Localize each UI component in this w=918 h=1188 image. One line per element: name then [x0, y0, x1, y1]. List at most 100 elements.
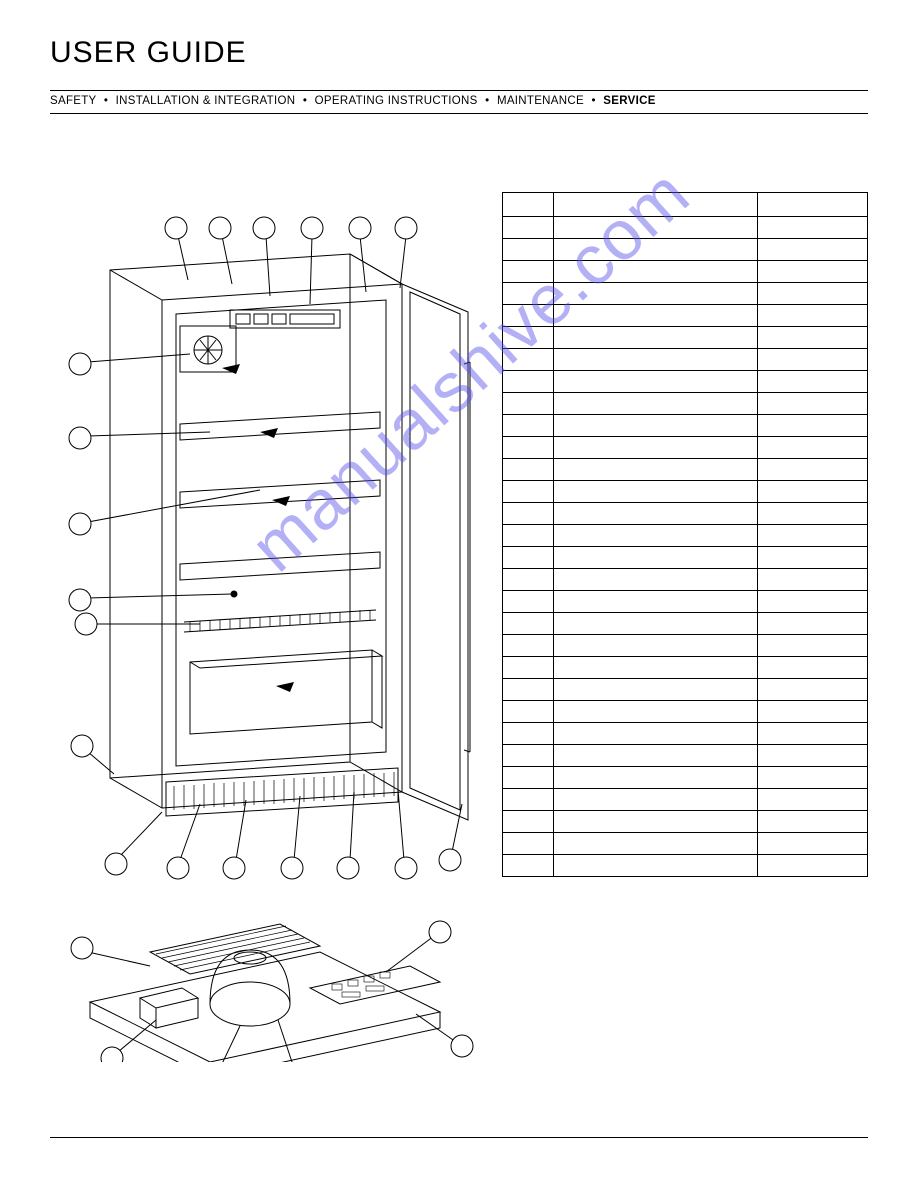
table-cell	[758, 635, 868, 657]
table-row	[503, 503, 868, 525]
table-row	[503, 657, 868, 679]
table-cell	[503, 217, 554, 239]
table-cell	[503, 613, 554, 635]
table-cell	[503, 415, 554, 437]
table-cell	[503, 767, 554, 789]
breadcrumb-item: INSTALLATION & INTEGRATION	[116, 95, 296, 107]
table-cell	[554, 261, 758, 283]
table-row	[503, 701, 868, 723]
table-cell	[554, 371, 758, 393]
table-cell	[554, 635, 758, 657]
breadcrumb-separator: •	[591, 95, 595, 107]
table-row	[503, 305, 868, 327]
table-cell	[503, 723, 554, 745]
table-cell	[503, 305, 554, 327]
table-row	[503, 855, 868, 877]
table-row	[503, 811, 868, 833]
table-cell	[503, 459, 554, 481]
table-cell	[758, 613, 868, 635]
table-cell	[503, 547, 554, 569]
table-cell	[503, 635, 554, 657]
table-cell	[503, 591, 554, 613]
breadcrumb-item: OPERATING INSTRUCTIONS	[315, 95, 478, 107]
table-cell	[554, 283, 758, 305]
table-row	[503, 767, 868, 789]
table-cell	[758, 459, 868, 481]
table-cell	[503, 855, 554, 877]
table-row	[503, 217, 868, 239]
table-cell	[758, 745, 868, 767]
table-row	[503, 261, 868, 283]
table-row	[503, 723, 868, 745]
footer-rule	[50, 1137, 868, 1138]
table-cell	[758, 767, 868, 789]
table-cell	[503, 503, 554, 525]
table-row	[503, 349, 868, 371]
parts-table	[502, 192, 868, 877]
table-row	[503, 569, 868, 591]
table-cell	[554, 393, 758, 415]
table-cell	[758, 481, 868, 503]
table-cell	[554, 415, 758, 437]
table-cell	[554, 459, 758, 481]
table-cell	[758, 679, 868, 701]
table-cell	[758, 349, 868, 371]
table-cell	[503, 679, 554, 701]
table-cell	[503, 701, 554, 723]
table-cell	[554, 349, 758, 371]
breadcrumb-item: MAINTENANCE	[497, 95, 584, 107]
breadcrumb-item-active: SERVICE	[603, 95, 655, 107]
table-cell	[503, 283, 554, 305]
table-cell	[554, 217, 758, 239]
table-cell	[554, 547, 758, 569]
table-cell	[758, 261, 868, 283]
table-cell	[554, 767, 758, 789]
table-cell	[554, 327, 758, 349]
table-cell	[503, 481, 554, 503]
table-cell	[554, 239, 758, 261]
table-cell	[554, 591, 758, 613]
table-row	[503, 547, 868, 569]
table-row	[503, 789, 868, 811]
breadcrumb-separator: •	[104, 95, 108, 107]
table-row	[503, 679, 868, 701]
table-row	[503, 525, 868, 547]
table-row	[503, 613, 868, 635]
breadcrumb-separator: •	[303, 95, 307, 107]
table-row	[503, 283, 868, 305]
table-cell	[503, 525, 554, 547]
table-cell	[554, 811, 758, 833]
table-cell	[758, 327, 868, 349]
table-cell	[503, 261, 554, 283]
parts-diagram	[50, 192, 480, 1062]
table-cell	[503, 657, 554, 679]
table-cell	[554, 525, 758, 547]
table-cell	[503, 569, 554, 591]
table-cell	[554, 569, 758, 591]
breadcrumb-item: SAFETY	[50, 95, 96, 107]
table-row	[503, 459, 868, 481]
table-row	[503, 371, 868, 393]
table-cell	[503, 811, 554, 833]
table-row	[503, 833, 868, 855]
table-cell	[758, 547, 868, 569]
table-cell	[554, 657, 758, 679]
table-cell	[758, 371, 868, 393]
table-cell	[503, 393, 554, 415]
table-row	[503, 437, 868, 459]
table-cell	[503, 349, 554, 371]
table-cell	[758, 811, 868, 833]
table-cell	[758, 569, 868, 591]
table-cell	[758, 657, 868, 679]
table-cell	[758, 393, 868, 415]
table-cell	[758, 305, 868, 327]
table-cell	[503, 371, 554, 393]
table-cell	[758, 855, 868, 877]
table-row	[503, 239, 868, 261]
table-cell	[758, 723, 868, 745]
table-cell	[554, 679, 758, 701]
table-cell	[554, 437, 758, 459]
table-cell	[554, 833, 758, 855]
table-cell	[758, 833, 868, 855]
page-title: USER GUIDE	[50, 36, 868, 70]
